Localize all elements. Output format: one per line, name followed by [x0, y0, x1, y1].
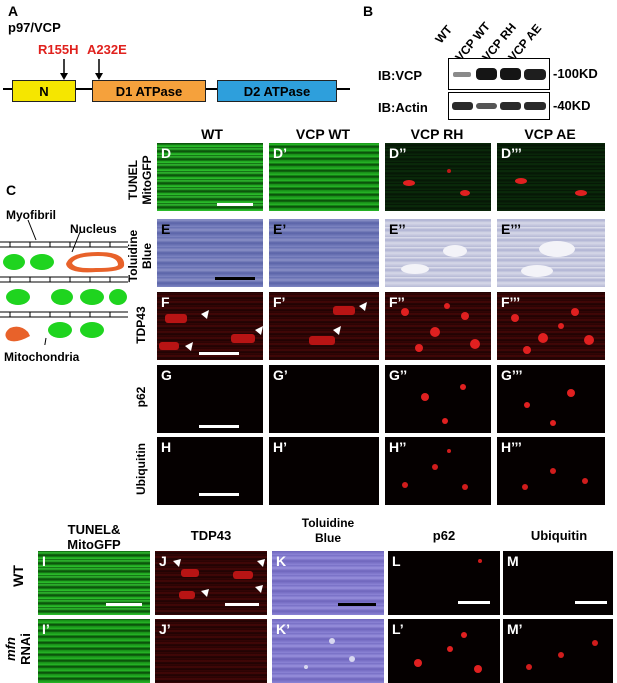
mw-100kd: -100KD: [553, 66, 598, 81]
panel-g-double-prime: G’’: [385, 365, 491, 433]
col-header-vcp-rh: VCP RH: [410, 126, 464, 142]
nucleus-label: Nucleus: [70, 222, 117, 236]
blot-label-actin: IB:Actin: [378, 100, 428, 115]
myofibril-label: Myofibril: [6, 208, 56, 222]
panel-f-prime: F’: [269, 292, 379, 360]
panel-l-prime: L’: [388, 619, 500, 683]
blot-vcp: [448, 58, 550, 90]
protein-name: p97/VCP: [8, 20, 61, 35]
domain-d2-atpase: D2 ATPase: [217, 80, 337, 102]
row-label-ubiquitin: Ubiquitin: [134, 443, 148, 495]
panel-m-prime: M’: [503, 619, 613, 683]
blot-actin: [448, 92, 550, 120]
panel-j: J: [155, 551, 267, 615]
panel-f: F: [157, 292, 263, 360]
panel-i: I: [38, 551, 150, 615]
mutation-a232e: A232E: [87, 42, 127, 57]
panel-e-double-prime: E’’: [385, 219, 491, 287]
row-label-toluidine: Toluidine Blue: [126, 229, 154, 283]
bottom-row-label-wt: WT: [10, 565, 26, 587]
blot-label-vcp: IB:VCP: [378, 68, 423, 83]
lane-label-wt: WT: [432, 22, 455, 46]
panel-a-label: A: [8, 3, 19, 19]
row-label-tdp43: TDP43: [134, 306, 148, 344]
domain-n: N: [12, 80, 76, 102]
panel-d-prime: D’: [269, 143, 379, 211]
bottom-header-toluidine: Toluidine Blue: [301, 516, 355, 545]
bottom-header-tunel: TUNEL& MitoGFP: [67, 522, 121, 552]
panel-d-triple-prime: D’’’: [497, 143, 605, 211]
panel-k: K: [272, 551, 384, 615]
panel-g-prime: G’: [269, 365, 379, 433]
panel-e-prime: E’: [269, 219, 379, 287]
panel-h: H: [157, 437, 263, 505]
col-header-vcp-wt: VCP WT: [295, 126, 351, 142]
panel-h-triple-prime: H’’’: [497, 437, 605, 505]
panel-m: M: [503, 551, 613, 615]
mw-40kd: -40KD: [553, 98, 591, 113]
panel-k-prime: K’: [272, 619, 384, 683]
panel-l: L: [388, 551, 500, 615]
muscle-schematic: [0, 220, 128, 345]
panel-e: E: [157, 219, 263, 287]
panel-b-label: B: [363, 3, 374, 19]
bottom-row-label-mfn-rnai: mfn RNAi: [3, 633, 33, 665]
panel-j-prime: J’: [155, 619, 267, 683]
panel-f-triple-prime: F’’’: [497, 292, 605, 360]
panel-d: D: [157, 143, 263, 211]
bottom-header-tdp43: TDP43: [190, 528, 232, 543]
panel-e-triple-prime: E’’’: [497, 219, 605, 287]
row-label-p62: p62: [134, 386, 148, 408]
panel-h-prime: H’: [269, 437, 379, 505]
panel-c-label: C: [6, 182, 17, 198]
bottom-header-p62: p62: [432, 528, 456, 543]
panel-f-double-prime: F’’: [385, 292, 491, 360]
mutation-r155h: R155H: [38, 42, 79, 57]
row-label-tunel: TUNEL MitoGFP: [126, 155, 154, 205]
panel-i-prime: I’: [38, 619, 150, 683]
bottom-header-ubiquitin: Ubiquitin: [530, 528, 588, 543]
col-header-wt: WT: [201, 126, 223, 142]
mitochondria-label: Mitochondria: [4, 350, 80, 364]
panel-g: G: [157, 365, 263, 433]
domain-d1-atpase: D1 ATPase: [92, 80, 206, 102]
panel-h-double-prime: H’’: [385, 437, 491, 505]
panel-g-triple-prime: G’’’: [497, 365, 605, 433]
panel-d-double-prime: D’’: [385, 143, 491, 211]
col-header-vcp-ae: VCP AE: [524, 126, 576, 142]
